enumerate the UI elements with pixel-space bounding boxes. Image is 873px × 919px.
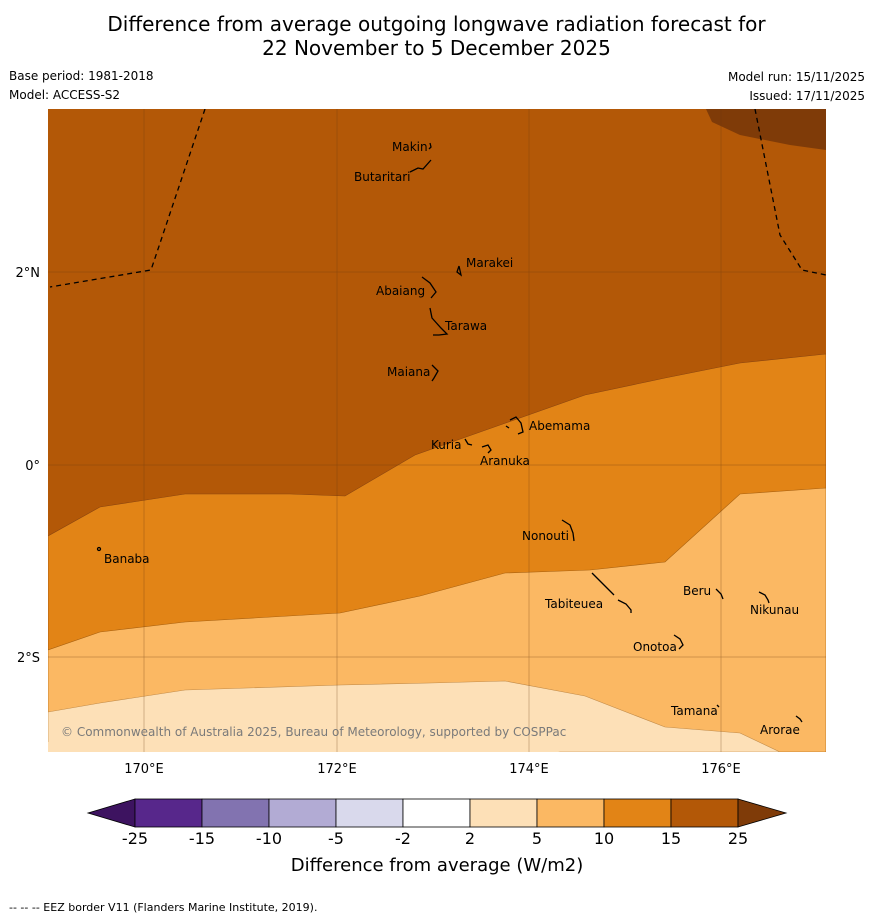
- island-tarawa: [429, 307, 449, 336]
- base-period: Base period: 1981-2018: [9, 69, 154, 83]
- colorbar-tick-label: 10: [594, 829, 614, 848]
- island-nikunau: [758, 591, 770, 604]
- colorbar-tick-label: -25: [122, 829, 148, 848]
- island-beru: [715, 588, 724, 600]
- colorbar-tick-label: -10: [256, 829, 282, 848]
- colorbar-tick-label: -2: [395, 829, 411, 848]
- colorbar-tick-label: -15: [189, 829, 215, 848]
- eez-footnote: -- -- -- EEZ border V11 (Flanders Marine…: [9, 901, 318, 914]
- place-label-abemama: Abemama: [529, 419, 590, 433]
- place-label-tarawa: Tarawa: [444, 319, 487, 333]
- chart-title: Difference from average outgoing longwav…: [0, 12, 873, 60]
- model-run: Model run: 15/11/2025: [727, 70, 865, 84]
- island-abemama: [509, 416, 524, 435]
- colorbar-swatch-5-to-10: [536, 798, 605, 828]
- colorbar-label: Difference from average (W/m2): [291, 855, 583, 876]
- island-tamana: [716, 704, 720, 708]
- title-line-1: Difference from average outgoing longwav…: [107, 12, 766, 36]
- lon-tick-label: 170°E: [124, 762, 164, 777]
- lon-tick-label: 174°E: [509, 762, 549, 777]
- band-5-10: [48, 487, 826, 752]
- colorbar-tick-label: -5: [328, 829, 344, 848]
- place-label-tabiteuea: Tabiteuea: [544, 597, 603, 611]
- place-label-beru: Beru: [683, 584, 711, 598]
- place-label-arorae: Arorae: [760, 723, 800, 737]
- colorbar: -25 -15 -10 -5 -2 2 5 10 15 25: [86, 798, 788, 848]
- colorbar-tick-label: 5: [532, 829, 542, 848]
- copyright-notice: © Commonwealth of Australia 2025, Bureau…: [61, 725, 566, 739]
- axis-labels: 2°N 0° 2°S 170°E 172°E 174°E 176°E: [16, 266, 741, 777]
- island-marakei: [456, 265, 463, 277]
- colorbar-swatch--15-to--10: [201, 798, 270, 828]
- island-abemama-islet: [505, 425, 510, 429]
- place-label-tamana: Tamana: [670, 704, 718, 718]
- map-area: Makin Butaritari Marakei Abaiang Tarawa …: [48, 109, 826, 752]
- island-arorae: [795, 715, 803, 723]
- place-label-nikunau: Nikunau: [750, 603, 799, 617]
- place-label-marakei: Marakei: [466, 256, 513, 270]
- colorbar-swatch-10-to-15: [603, 798, 672, 828]
- colorbar-swatch--5-to--2: [335, 798, 404, 828]
- island-abaiang: [421, 276, 437, 299]
- colorbar-extend-low: [86, 798, 136, 828]
- island-nonouti: [561, 519, 575, 542]
- lon-tick-label: 176°E: [701, 762, 741, 777]
- issued-date: Issued: 17/11/2025: [749, 89, 865, 103]
- place-label-banaba: Banaba: [104, 552, 150, 566]
- place-labels: Makin Butaritari Marakei Abaiang Tarawa …: [104, 140, 800, 737]
- island-aranuka: [481, 444, 492, 454]
- island-kuria: [464, 438, 473, 446]
- eez-border-east: [754, 109, 826, 276]
- model-name: Model: ACCESS-S2: [9, 88, 121, 102]
- colorbar-tick-label: 15: [661, 829, 681, 848]
- lat-tick-label: 2°S: [17, 651, 40, 666]
- island-tabiteuea-north: [591, 572, 615, 596]
- title-line-2: 22 November to 5 December 2025: [262, 36, 611, 60]
- place-label-onotoa: Onotoa: [633, 640, 677, 654]
- colorbar-tick-label: 2: [465, 829, 475, 848]
- colorbar-swatch-2-to-5: [469, 798, 538, 828]
- island-maiana: [431, 364, 439, 382]
- place-label-maiana: Maiana: [387, 365, 430, 379]
- place-label-butaritari: Butaritari: [354, 170, 411, 184]
- colorbar-swatch--10-to--5: [268, 798, 337, 828]
- band-25-plus: [706, 109, 826, 150]
- place-label-abaiang: Abaiang: [376, 284, 425, 298]
- place-label-aranuka: Aranuka: [480, 454, 530, 468]
- island-makin: [428, 142, 432, 150]
- lat-tick-label: 2°N: [16, 266, 41, 281]
- colorbar-swatch-15-to-25: [670, 798, 739, 828]
- island-banaba: [96, 546, 102, 552]
- band-2-5-lower: [48, 724, 560, 752]
- lat-tick-label: 0°: [25, 459, 40, 474]
- island-butaritari: [409, 159, 432, 173]
- graticule: [48, 109, 826, 752]
- place-label-makin: Makin: [392, 140, 428, 154]
- place-label-kuria: Kuria: [431, 438, 462, 452]
- colorbar-swatch--25-to--15: [134, 798, 203, 828]
- colorbar-tick-label: 25: [728, 829, 748, 848]
- colorbar-swatch--2-to-2: [402, 798, 471, 828]
- eez-border-west: [49, 109, 206, 288]
- lon-tick-label: 172°E: [317, 762, 357, 777]
- island-onotoa: [673, 634, 684, 650]
- island-outlines: [96, 142, 803, 723]
- island-tabiteuea-south: [617, 599, 632, 613]
- place-label-nonouti: Nonouti: [522, 529, 569, 543]
- colorbar-extend-high: [737, 798, 788, 828]
